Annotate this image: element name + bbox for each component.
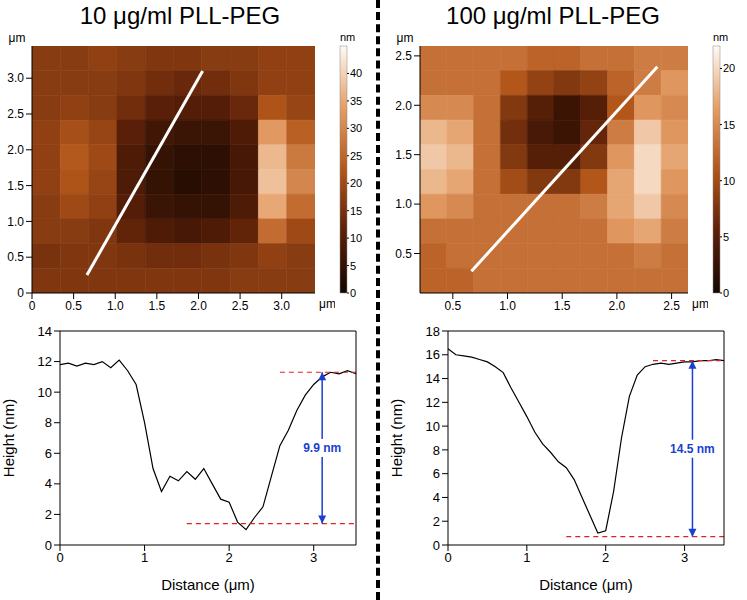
svg-text:25: 25 bbox=[350, 150, 362, 162]
svg-text:0.5: 0.5 bbox=[444, 299, 461, 313]
svg-text:3.0: 3.0 bbox=[7, 71, 24, 85]
svg-text:1.5: 1.5 bbox=[7, 179, 24, 193]
svg-text:16: 16 bbox=[426, 347, 440, 362]
svg-text:2.5: 2.5 bbox=[395, 49, 412, 63]
svg-text:9.9 nm: 9.9 nm bbox=[303, 441, 341, 455]
svg-text:Height (nm): Height (nm) bbox=[388, 399, 405, 477]
svg-text:0: 0 bbox=[433, 538, 440, 553]
svg-text:1.5: 1.5 bbox=[554, 299, 571, 313]
svg-text:0.5: 0.5 bbox=[65, 299, 82, 313]
svg-text:1.0: 1.0 bbox=[7, 215, 24, 229]
svg-text:3: 3 bbox=[681, 550, 688, 565]
svg-text:1.0: 1.0 bbox=[499, 299, 516, 313]
svg-text:0: 0 bbox=[29, 299, 36, 313]
svg-text:6: 6 bbox=[433, 466, 440, 481]
svg-text:8: 8 bbox=[433, 443, 440, 458]
svg-text:12: 12 bbox=[38, 354, 52, 369]
svg-text:10: 10 bbox=[426, 419, 440, 434]
svg-text:2.5: 2.5 bbox=[663, 299, 680, 313]
svg-text:5: 5 bbox=[723, 231, 729, 243]
svg-text:35: 35 bbox=[350, 95, 362, 107]
svg-text:2: 2 bbox=[45, 507, 52, 522]
svg-text:0.5: 0.5 bbox=[395, 247, 412, 261]
svg-text:0: 0 bbox=[350, 287, 356, 299]
svg-text:0: 0 bbox=[45, 538, 52, 553]
svg-text:2: 2 bbox=[433, 514, 440, 529]
html-text:10 μg/ml PLL-PEG: 10 μg/ml PLL-PEG bbox=[79, 2, 281, 29]
svg-text:14: 14 bbox=[38, 324, 52, 339]
svg-text:1: 1 bbox=[523, 550, 530, 565]
svg-text:6: 6 bbox=[45, 446, 52, 461]
svg-text:3.0: 3.0 bbox=[273, 299, 290, 313]
svg-text:15: 15 bbox=[723, 119, 735, 131]
svg-text:1.5: 1.5 bbox=[149, 299, 166, 313]
svg-text:2.5: 2.5 bbox=[232, 299, 249, 313]
svg-text:2: 2 bbox=[602, 550, 609, 565]
svg-text:5: 5 bbox=[350, 260, 356, 272]
svg-text:0: 0 bbox=[723, 287, 729, 299]
svg-text:4: 4 bbox=[45, 476, 52, 491]
svg-text:2.0: 2.0 bbox=[395, 99, 412, 113]
svg-text:2.0: 2.0 bbox=[190, 299, 207, 313]
html-text:100 μg/ml PLL-PEG: 100 μg/ml PLL-PEG bbox=[446, 2, 660, 29]
svg-text:18: 18 bbox=[426, 324, 440, 339]
svg-text:Distance (μm): Distance (μm) bbox=[161, 576, 255, 593]
svg-text:40: 40 bbox=[350, 67, 362, 79]
svg-text:nm: nm bbox=[340, 31, 355, 43]
svg-text:10: 10 bbox=[38, 385, 52, 400]
svg-text:3: 3 bbox=[310, 550, 317, 565]
svg-text:1.5: 1.5 bbox=[395, 148, 412, 162]
svg-text:μm: μm bbox=[9, 31, 26, 45]
svg-text:2.0: 2.0 bbox=[609, 299, 626, 313]
svg-text:Distance (μm): Distance (μm) bbox=[539, 576, 633, 593]
svg-text:14: 14 bbox=[426, 371, 440, 386]
svg-text:4: 4 bbox=[433, 490, 440, 505]
svg-text:20: 20 bbox=[723, 62, 735, 74]
svg-text:1.0: 1.0 bbox=[395, 197, 412, 211]
svg-text:nm: nm bbox=[713, 31, 728, 43]
svg-text:μm: μm bbox=[692, 297, 708, 311]
svg-text:0.5: 0.5 bbox=[7, 250, 24, 264]
svg-text:2.0: 2.0 bbox=[7, 143, 24, 157]
svg-text:30: 30 bbox=[350, 122, 362, 134]
svg-text:20: 20 bbox=[350, 177, 362, 189]
svg-text:0: 0 bbox=[56, 550, 63, 565]
svg-text:0: 0 bbox=[17, 286, 24, 300]
svg-text:2.5: 2.5 bbox=[7, 107, 24, 121]
svg-text:1.0: 1.0 bbox=[107, 299, 124, 313]
svg-text:0: 0 bbox=[444, 550, 451, 565]
svg-text:10: 10 bbox=[723, 175, 735, 187]
svg-text:8: 8 bbox=[45, 415, 52, 430]
svg-text:15: 15 bbox=[350, 205, 362, 217]
svg-text:Height (nm): Height (nm) bbox=[0, 399, 17, 477]
svg-text:μm: μm bbox=[397, 31, 414, 45]
svg-text:10: 10 bbox=[350, 232, 362, 244]
svg-text:1: 1 bbox=[141, 550, 148, 565]
svg-text:2: 2 bbox=[226, 550, 233, 565]
svg-text:12: 12 bbox=[426, 395, 440, 410]
svg-text:14.5 nm: 14.5 nm bbox=[670, 442, 715, 456]
svg-text:μm: μm bbox=[319, 297, 335, 311]
